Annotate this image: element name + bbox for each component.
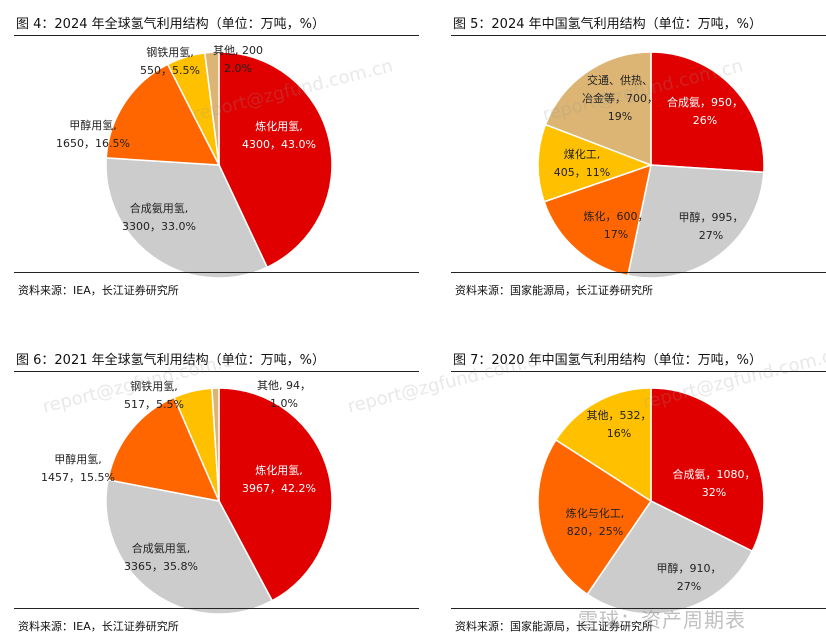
pie-slice bbox=[626, 164, 765, 279]
pie-slice-label: 合成氨用氢, 3300，33.0% bbox=[122, 201, 196, 233]
pie-slice-label: 钢铁用氢, 517，5.5% bbox=[124, 379, 184, 411]
figure-title: 图 4：2024 年全球氢气利用结构（单位：万吨，%） bbox=[16, 17, 325, 32]
pie-slice-label: 交通、供热、冶金等，700， 19% bbox=[582, 73, 658, 123]
figure-title: 图 7：2020 年中国氢气利用结构（单位：万吨，%） bbox=[453, 353, 762, 368]
pie-chart-svg: 炼化用氢, 4300，43.0% 合成氨用氢, 3300，33.0% 甲醇用氢, 1650… bbox=[56, 44, 333, 279]
pie-slice bbox=[105, 478, 274, 615]
pie-slice-label: 甲醇用氢, 1457，15.5% bbox=[41, 452, 115, 484]
pie-slice-label: 煤化工, 405，11% bbox=[554, 147, 610, 179]
pie-chart-figure-7: 合成氨，1080， 32% 甲醇，910， 27% 炼化与化工, 820，25% 其他，53… bbox=[451, 372, 826, 615]
pie-slice-label: 炼化，600， 17% bbox=[584, 209, 649, 241]
pie-slice bbox=[218, 51, 333, 269]
pie-slice-label: 其他, 200 2.0% bbox=[213, 44, 263, 75]
pie-slice-label: 炼化用氢, 4300，43.0% bbox=[242, 119, 316, 151]
pie-slice bbox=[650, 51, 765, 174]
pie-chart-svg: 炼化用氢, 3967，42.2% 合成氨用氢, 3365，35.8% 甲醇用氢, 1457… bbox=[41, 379, 333, 615]
pie-slice-label: 钢铁用氢, 550，5.5% bbox=[140, 45, 200, 77]
pie-slice bbox=[586, 500, 754, 615]
figure-title: 图 5：2024 年中国氢气利用结构（单位：万吨，%） bbox=[453, 17, 762, 32]
source-note: 资料来源：IEA，长江证券研究所 bbox=[18, 284, 179, 297]
title-divider bbox=[14, 35, 419, 36]
pie-chart-svg: 合成氨，1080， 32% 甲醇，910， 27% 炼化与化工, 820，25% 其他，53… bbox=[537, 387, 765, 615]
source-divider bbox=[14, 272, 419, 273]
pie-slice bbox=[105, 63, 221, 166]
source-divider bbox=[14, 608, 419, 609]
figure-6-panel: 图 6：2021 年全球氢气利用结构（单位：万吨，%） 炼化用氢, 3967，42… bbox=[14, 346, 419, 636]
pie-slice bbox=[554, 387, 652, 503]
pie-chart-figure-6: 炼化用氢, 3967，42.2% 合成氨用氢, 3365，35.8% 甲醇用氢, 1457… bbox=[14, 372, 419, 615]
title-divider bbox=[14, 371, 419, 372]
pie-slice-label: 合成氨用氢, 3365，35.8% bbox=[124, 541, 198, 573]
pie-slice-label: 合成氨，950， 26% bbox=[667, 95, 743, 127]
pie-slice-label: 甲醇，995， 27% bbox=[679, 210, 744, 242]
pie-chart-svg: 合成氨，950， 26% 甲醇，995， 27% 炼化，600， 17% 煤化工, 405，1… bbox=[537, 51, 765, 279]
pie-slice bbox=[544, 51, 652, 167]
pie-slice bbox=[211, 387, 220, 502]
figure-7-panel: 图 7：2020 年中国氢气利用结构（单位：万吨，%） 合成氨，1080， 32%… bbox=[451, 346, 826, 636]
pie-slice-label: 炼化与化工, 820，25% bbox=[566, 506, 625, 538]
pie-slice bbox=[107, 396, 221, 503]
pie-slice-label: 其他, 94， 1.0% bbox=[257, 379, 311, 410]
footer-brand-watermark: 雪球：资产周期表 bbox=[578, 608, 746, 632]
pie-slice bbox=[537, 123, 654, 203]
pie-chart-figure-4: 炼化用氢, 4300，43.0% 合成氨用氢, 3300，33.0% 甲醇用氢, 1650… bbox=[14, 36, 419, 279]
pie-slice bbox=[105, 157, 269, 279]
figure-5-panel: 图 5：2024 年中国氢气利用结构（单位：万吨，%） 合成氨，950， 26% 甲… bbox=[451, 10, 826, 300]
pie-slice bbox=[537, 438, 653, 596]
title-divider bbox=[451, 35, 826, 36]
pie-slice-label: 甲醇用氢, 1650，16.5% bbox=[56, 118, 130, 150]
pie-slice-label: 炼化用氢, 3967，42.2% bbox=[242, 463, 316, 495]
source-note: 资料来源：国家能源局，长江证券研究所 bbox=[455, 284, 653, 297]
pie-slice bbox=[204, 51, 220, 166]
source-divider bbox=[451, 608, 826, 609]
pie-slice-label: 合成氨，1080， 32% bbox=[673, 467, 756, 499]
source-note: 资料来源：IEA，长江证券研究所 bbox=[18, 620, 179, 633]
pie-slice bbox=[650, 387, 765, 553]
figure-title: 图 6：2021 年全球氢气利用结构（单位：万吨，%） bbox=[16, 353, 325, 368]
source-note: 资料来源：国家能源局，长江证券研究所 bbox=[455, 620, 653, 633]
pie-slice-label: 甲醇，910， 27% bbox=[657, 561, 722, 593]
title-divider bbox=[451, 371, 826, 372]
figure-4-panel: 图 4：2024 年全球氢气利用结构（单位：万吨，%） 炼化用氢, 4300，43… bbox=[14, 10, 419, 300]
pie-chart-figure-5: 合成氨，950， 26% 甲醇，995， 27% 炼化，600， 17% 煤化工, 405，1… bbox=[451, 36, 826, 279]
source-divider bbox=[451, 272, 826, 273]
pie-slice bbox=[218, 387, 333, 602]
pie-slice-label: 其他，532， 16% bbox=[587, 409, 652, 440]
